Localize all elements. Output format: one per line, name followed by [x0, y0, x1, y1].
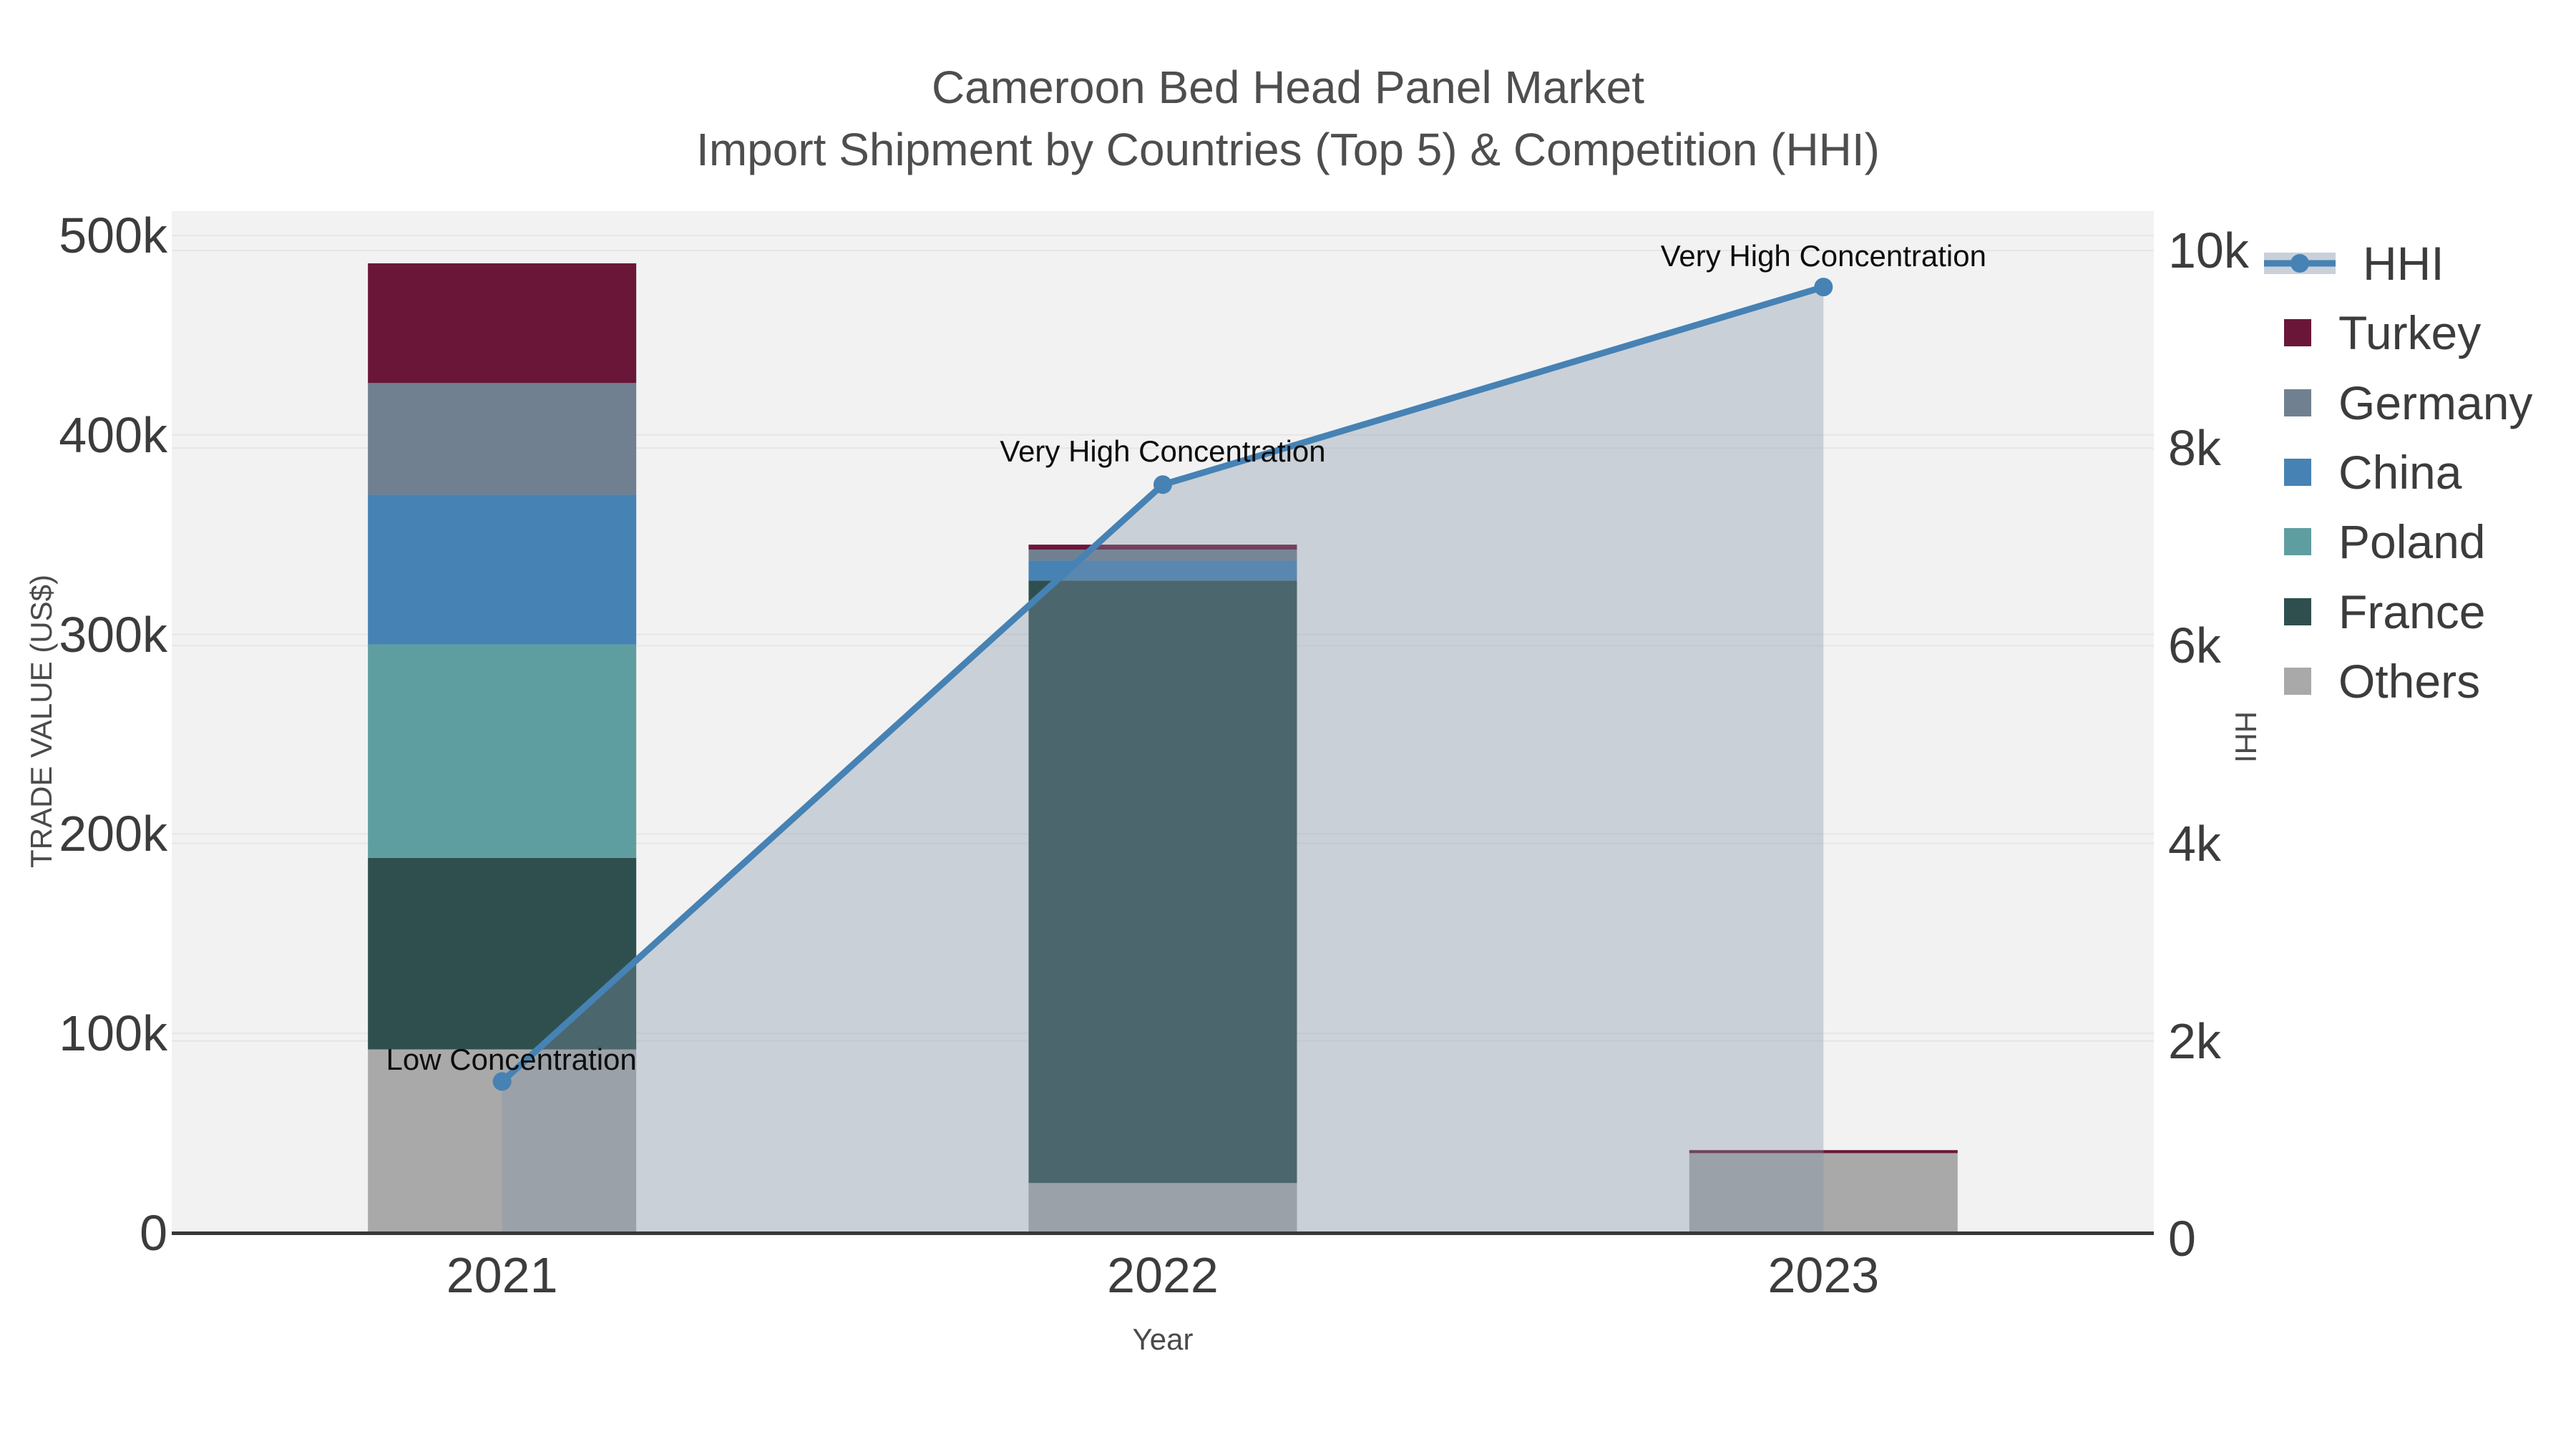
- legend-swatch-others: [2284, 667, 2311, 695]
- legend-swatch-poland: [2284, 528, 2311, 556]
- bar-segment-turkey-2022: [1028, 545, 1297, 550]
- legend-swatch-turkey: [2284, 319, 2311, 347]
- legend-label-france: France: [2338, 585, 2486, 638]
- bar-segment-germany-2022: [1028, 550, 1297, 561]
- legend-swatch-germany: [2284, 389, 2311, 416]
- legend-swatch-china: [2284, 458, 2311, 486]
- bar-segment-others-2022: [1028, 1183, 1297, 1233]
- y-right-tick-label-6k: 6k: [2168, 618, 2221, 674]
- bar-segment-china-2021: [368, 494, 637, 645]
- y-left-tick-label-100k: 100k: [59, 1005, 167, 1062]
- bar-segment-turkey-2021: [368, 263, 637, 384]
- hhi-area-fill: [502, 287, 1824, 1234]
- bar-segment-others-2023: [1689, 1153, 1958, 1233]
- legend-item-china[interactable]: China: [2261, 437, 2462, 507]
- x-tick-label-2023: 2023: [1767, 1247, 1880, 1303]
- y-left-tick-label-400k: 400k: [59, 406, 167, 463]
- y-right-tick-label-10k: 10k: [2168, 223, 2249, 278]
- annotation-2022: Very High Concentration: [1000, 434, 1326, 469]
- y-left-tick-label-500k: 500k: [59, 208, 167, 263]
- y-left-axis-title: TRADE VALUE (US$): [24, 575, 58, 868]
- legend-label-others: Others: [2338, 654, 2481, 708]
- hhi-marker-2021: [492, 1072, 512, 1091]
- hhi-marker-2022: [1153, 475, 1172, 494]
- legend-item-others[interactable]: Others: [2261, 646, 2480, 716]
- legend-label-china: China: [2338, 445, 2462, 499]
- hhi-marker-2023: [1814, 278, 1833, 297]
- chart-title: Cameroon Bed Head Panel Market: [931, 62, 1645, 113]
- legend-item-germany[interactable]: Germany: [2261, 368, 2532, 438]
- legend-swatch-france: [2284, 597, 2311, 625]
- bar-segment-france-2022: [1028, 580, 1297, 1184]
- x-axis-line: [172, 1231, 2154, 1235]
- y-left-tick-label-200k: 200k: [59, 806, 167, 862]
- legend-label-poland: Poland: [2338, 515, 2486, 569]
- chart-subtitle: Import Shipment by Countries (Top 5) & C…: [696, 124, 1880, 175]
- y-right-tick-label-0: 0: [2168, 1211, 2196, 1267]
- legend-item-hhi[interactable]: HHI: [2261, 228, 2444, 298]
- bar-segment-germany-2021: [368, 383, 637, 495]
- x-axis-title: Year: [1132, 1322, 1194, 1356]
- y-right-tick-label-2k: 2k: [2168, 1013, 2221, 1069]
- legend-label-turkey: Turkey: [2338, 306, 2482, 360]
- legend-item-poland[interactable]: Poland: [2261, 507, 2486, 577]
- annotation-2023: Very High Concentration: [1660, 239, 1986, 273]
- y-right-axis-title: HHI: [2229, 711, 2263, 763]
- legend-item-france[interactable]: France: [2261, 577, 2485, 647]
- x-tick-label-2021: 2021: [446, 1247, 558, 1303]
- bar-segment-poland-2021: [368, 644, 637, 858]
- x-tick-label-2022: 2022: [1107, 1247, 1219, 1303]
- y-right-tick-label-4k: 4k: [2168, 815, 2221, 872]
- legend-label-hhi: HHI: [2363, 237, 2444, 290]
- legend-label-germany: Germany: [2338, 376, 2533, 429]
- hhi-line-legend-marker: [2290, 254, 2309, 273]
- hhi-line-legend-icon: [2264, 253, 2336, 274]
- bar-segment-france-2021: [368, 857, 637, 1050]
- y-right-tick-label-8k: 8k: [2168, 420, 2221, 477]
- legend-item-turkey[interactable]: Turkey: [2261, 298, 2481, 368]
- bar-segment-turkey-2023: [1689, 1150, 1958, 1153]
- y-left-tick-label-0: 0: [140, 1205, 167, 1261]
- annotation-2021: Low Concentration: [386, 1043, 637, 1077]
- y-left-tick-label-300k: 300k: [59, 606, 167, 663]
